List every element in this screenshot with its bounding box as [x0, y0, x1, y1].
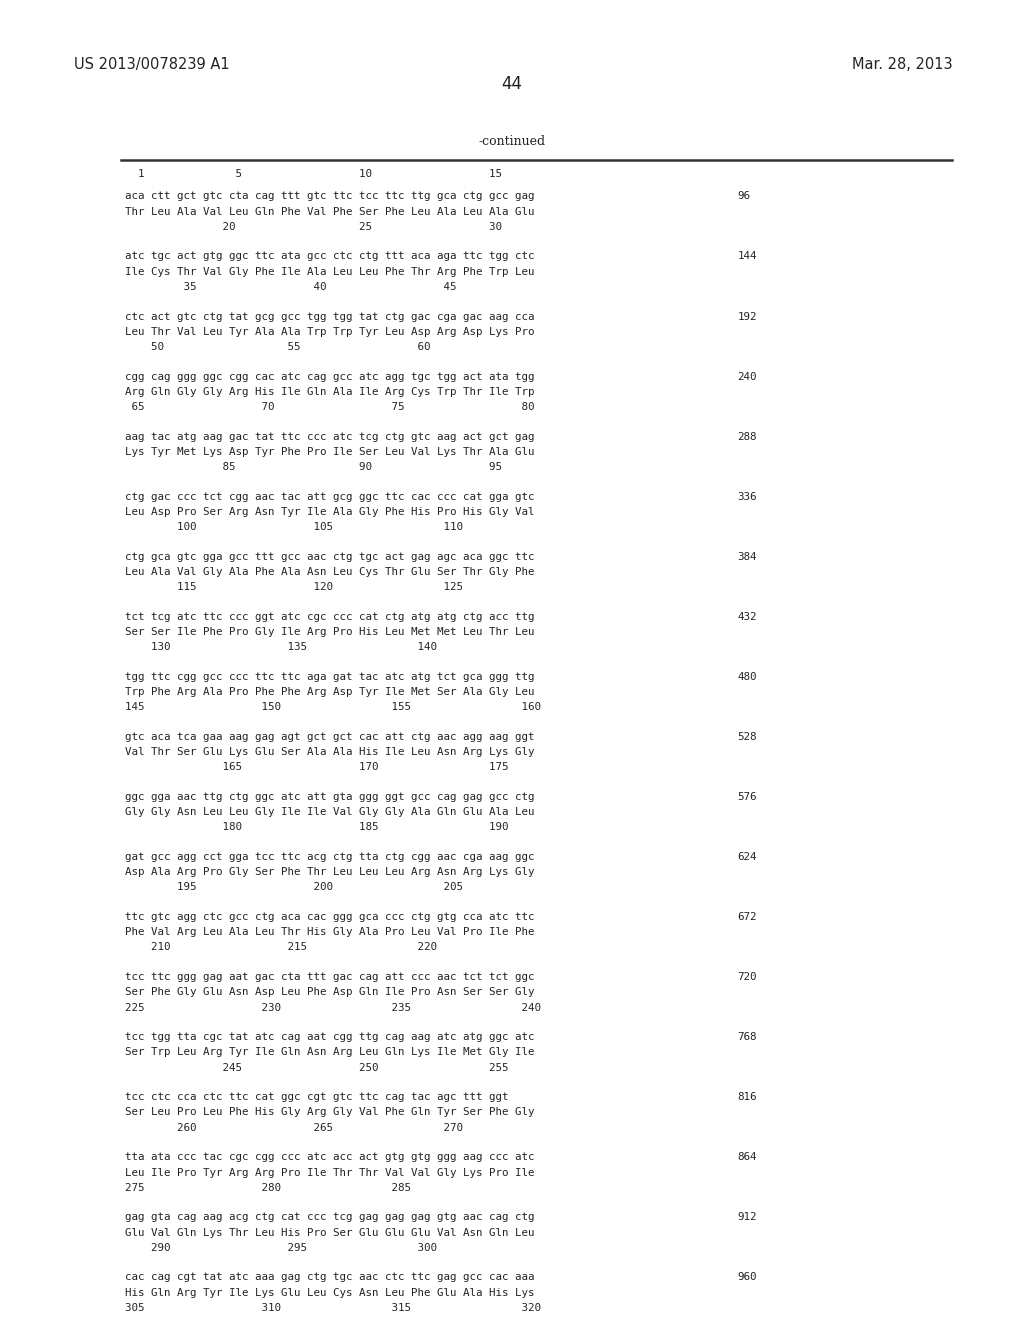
Text: Ser Phe Gly Glu Asn Asp Leu Phe Asp Gln Ile Pro Asn Ser Ser Gly: Ser Phe Gly Glu Asn Asp Leu Phe Asp Gln … [125, 987, 535, 998]
Text: 864: 864 [737, 1152, 757, 1163]
Text: 290                  295                 300: 290 295 300 [125, 1243, 437, 1253]
Text: aag tac atg aag gac tat ttc ccc atc tcg ctg gtc aag act gct gag: aag tac atg aag gac tat ttc ccc atc tcg … [125, 432, 535, 442]
Text: 130                  135                 140: 130 135 140 [125, 642, 437, 652]
Text: Ser Ser Ile Phe Pro Gly Ile Arg Pro His Leu Met Met Leu Thr Leu: Ser Ser Ile Phe Pro Gly Ile Arg Pro His … [125, 627, 535, 638]
Text: ggc gga aac ttg ctg ggc atc att gta ggg ggt gcc cag gag gcc ctg: ggc gga aac ttg ctg ggc atc att gta ggg … [125, 792, 535, 803]
Text: 180                  185                 190: 180 185 190 [125, 822, 509, 833]
Text: tcc tgg tta cgc tat atc cag aat cgg ttg cag aag atc atg ggc atc: tcc tgg tta cgc tat atc cag aat cgg ttg … [125, 1032, 535, 1043]
Text: ctg gac ccc tct cgg aac tac att gcg ggc ttc cac ccc cat gga gtc: ctg gac ccc tct cgg aac tac att gcg ggc … [125, 492, 535, 502]
Text: 480: 480 [737, 672, 757, 682]
Text: 100                  105                 110: 100 105 110 [125, 521, 463, 532]
Text: ttc gtc agg ctc gcc ctg aca cac ggg gca ccc ctg gtg cca atc ttc: ttc gtc agg ctc gcc ctg aca cac ggg gca … [125, 912, 535, 923]
Text: gag gta cag aag acg ctg cat ccc tcg gag gag gag gtg aac cag ctg: gag gta cag aag acg ctg cat ccc tcg gag … [125, 1212, 535, 1222]
Text: 210                  215                 220: 210 215 220 [125, 942, 437, 953]
Text: gtc aca tca gaa aag gag agt gct gct cac att ctg aac agg aag ggt: gtc aca tca gaa aag gag agt gct gct cac … [125, 731, 535, 742]
Text: 96: 96 [737, 191, 751, 202]
Text: 384: 384 [737, 552, 757, 562]
Text: 275                  280                 285: 275 280 285 [125, 1183, 411, 1193]
Text: Lys Tyr Met Lys Asp Tyr Phe Pro Ile Ser Leu Val Lys Thr Ala Glu: Lys Tyr Met Lys Asp Tyr Phe Pro Ile Ser … [125, 446, 535, 457]
Text: Leu Ala Val Gly Ala Phe Ala Asn Leu Cys Thr Glu Ser Thr Gly Phe: Leu Ala Val Gly Ala Phe Ala Asn Leu Cys … [125, 568, 535, 577]
Text: 960: 960 [737, 1272, 757, 1283]
Text: 225                  230                 235                 240: 225 230 235 240 [125, 1003, 541, 1012]
Text: Ser Trp Leu Arg Tyr Ile Gln Asn Arg Leu Gln Lys Ile Met Gly Ile: Ser Trp Leu Arg Tyr Ile Gln Asn Arg Leu … [125, 1048, 535, 1057]
Text: Gly Gly Asn Leu Leu Gly Ile Ile Val Gly Gly Ala Gln Glu Ala Leu: Gly Gly Asn Leu Leu Gly Ile Ile Val Gly … [125, 807, 535, 817]
Text: tcc ctc cca ctc ttc cat ggc cgt gtc ttc cag tac agc ttt ggt: tcc ctc cca ctc ttc cat ggc cgt gtc ttc … [125, 1093, 509, 1102]
Text: tta ata ccc tac cgc cgg ccc atc acc act gtg gtg ggg aag ccc atc: tta ata ccc tac cgc cgg ccc atc acc act … [125, 1152, 535, 1163]
Text: 912: 912 [737, 1212, 757, 1222]
Text: 288: 288 [737, 432, 757, 442]
Text: 192: 192 [737, 312, 757, 322]
Text: Glu Val Gln Lys Thr Leu His Pro Ser Glu Glu Glu Val Asn Gln Leu: Glu Val Gln Lys Thr Leu His Pro Ser Glu … [125, 1228, 535, 1238]
Text: 576: 576 [737, 792, 757, 803]
Text: His Gln Arg Tyr Ile Lys Glu Leu Cys Asn Leu Phe Glu Ala His Lys: His Gln Arg Tyr Ile Lys Glu Leu Cys Asn … [125, 1287, 535, 1298]
Text: 245                  250                 255: 245 250 255 [125, 1063, 509, 1073]
Text: 35                  40                  45: 35 40 45 [125, 281, 457, 292]
Text: tcc ttc ggg gag aat gac cta ttt gac cag att ccc aac tct tct ggc: tcc ttc ggg gag aat gac cta ttt gac cag … [125, 972, 535, 982]
Text: 50                   55                  60: 50 55 60 [125, 342, 430, 352]
Text: tct tcg atc ttc ccc ggt atc cgc ccc cat ctg atg atg ctg acc ttg: tct tcg atc ttc ccc ggt atc cgc ccc cat … [125, 612, 535, 622]
Text: 144: 144 [737, 251, 757, 261]
Text: 720: 720 [737, 972, 757, 982]
Text: Leu Asp Pro Ser Arg Asn Tyr Ile Ala Gly Phe His Pro His Gly Val: Leu Asp Pro Ser Arg Asn Tyr Ile Ala Gly … [125, 507, 535, 517]
Text: Asp Ala Arg Pro Gly Ser Phe Thr Leu Leu Leu Arg Asn Arg Lys Gly: Asp Ala Arg Pro Gly Ser Phe Thr Leu Leu … [125, 867, 535, 878]
Text: 305                  310                 315                 320: 305 310 315 320 [125, 1303, 541, 1313]
Text: 1              5                  10                  15: 1 5 10 15 [125, 169, 502, 180]
Text: 115                  120                 125: 115 120 125 [125, 582, 463, 593]
Text: cac cag cgt tat atc aaa gag ctg tgc aac ctc ttc gag gcc cac aaa: cac cag cgt tat atc aaa gag ctg tgc aac … [125, 1272, 535, 1283]
Text: 768: 768 [737, 1032, 757, 1043]
Text: 672: 672 [737, 912, 757, 923]
Text: Leu Thr Val Leu Tyr Ala Ala Trp Trp Tyr Leu Asp Arg Asp Lys Pro: Leu Thr Val Leu Tyr Ala Ala Trp Trp Tyr … [125, 326, 535, 337]
Text: tgg ttc cgg gcc ccc ttc ttc aga gat tac atc atg tct gca ggg ttg: tgg ttc cgg gcc ccc ttc ttc aga gat tac … [125, 672, 535, 682]
Text: -continued: -continued [478, 135, 546, 148]
Text: 20                   25                  30: 20 25 30 [125, 222, 502, 232]
Text: 336: 336 [737, 492, 757, 502]
Text: 528: 528 [737, 731, 757, 742]
Text: US 2013/0078239 A1: US 2013/0078239 A1 [74, 57, 229, 71]
Text: 145                  150                 155                 160: 145 150 155 160 [125, 702, 541, 713]
Text: ctc act gtc ctg tat gcg gcc tgg tgg tat ctg gac cga gac aag cca: ctc act gtc ctg tat gcg gcc tgg tgg tat … [125, 312, 535, 322]
Text: 165                  170                 175: 165 170 175 [125, 763, 509, 772]
Text: cgg cag ggg ggc cgg cac atc cag gcc atc agg tgc tgg act ata tgg: cgg cag ggg ggc cgg cac atc cag gcc atc … [125, 372, 535, 381]
Text: Thr Leu Ala Val Leu Gln Phe Val Phe Ser Phe Leu Ala Leu Ala Glu: Thr Leu Ala Val Leu Gln Phe Val Phe Ser … [125, 206, 535, 216]
Text: Ile Cys Thr Val Gly Phe Ile Ala Leu Leu Phe Thr Arg Phe Trp Leu: Ile Cys Thr Val Gly Phe Ile Ala Leu Leu … [125, 267, 535, 277]
Text: 432: 432 [737, 612, 757, 622]
Text: Phe Val Arg Leu Ala Leu Thr His Gly Ala Pro Leu Val Pro Ile Phe: Phe Val Arg Leu Ala Leu Thr His Gly Ala … [125, 928, 535, 937]
Text: 85                   90                  95: 85 90 95 [125, 462, 502, 473]
Text: atc tgc act gtg ggc ttc ata gcc ctc ctg ttt aca aga ttc tgg ctc: atc tgc act gtg ggc ttc ata gcc ctc ctg … [125, 251, 535, 261]
Text: 260                  265                 270: 260 265 270 [125, 1122, 463, 1133]
Text: Val Thr Ser Glu Lys Glu Ser Ala Ala His Ile Leu Asn Arg Lys Gly: Val Thr Ser Glu Lys Glu Ser Ala Ala His … [125, 747, 535, 758]
Text: 240: 240 [737, 372, 757, 381]
Text: aca ctt gct gtc cta cag ttt gtc ttc tcc ttc ttg gca ctg gcc gag: aca ctt gct gtc cta cag ttt gtc ttc tcc … [125, 191, 535, 202]
Text: 44: 44 [502, 75, 522, 94]
Text: Mar. 28, 2013: Mar. 28, 2013 [852, 57, 952, 71]
Text: Arg Gln Gly Gly Arg His Ile Gln Ala Ile Arg Cys Trp Thr Ile Trp: Arg Gln Gly Gly Arg His Ile Gln Ala Ile … [125, 387, 535, 397]
Text: Leu Ile Pro Tyr Arg Arg Pro Ile Thr Thr Val Val Gly Lys Pro Ile: Leu Ile Pro Tyr Arg Arg Pro Ile Thr Thr … [125, 1167, 535, 1177]
Text: 195                  200                 205: 195 200 205 [125, 882, 463, 892]
Text: Trp Phe Arg Ala Pro Phe Phe Arg Asp Tyr Ile Met Ser Ala Gly Leu: Trp Phe Arg Ala Pro Phe Phe Arg Asp Tyr … [125, 686, 535, 697]
Text: 624: 624 [737, 853, 757, 862]
Text: Ser Leu Pro Leu Phe His Gly Arg Gly Val Phe Gln Tyr Ser Phe Gly: Ser Leu Pro Leu Phe His Gly Arg Gly Val … [125, 1107, 535, 1118]
Text: gat gcc agg cct gga tcc ttc acg ctg tta ctg cgg aac cga aag ggc: gat gcc agg cct gga tcc ttc acg ctg tta … [125, 853, 535, 862]
Text: 816: 816 [737, 1093, 757, 1102]
Text: ctg gca gtc gga gcc ttt gcc aac ctg tgc act gag agc aca ggc ttc: ctg gca gtc gga gcc ttt gcc aac ctg tgc … [125, 552, 535, 562]
Text: 65                  70                  75                  80: 65 70 75 80 [125, 401, 535, 412]
